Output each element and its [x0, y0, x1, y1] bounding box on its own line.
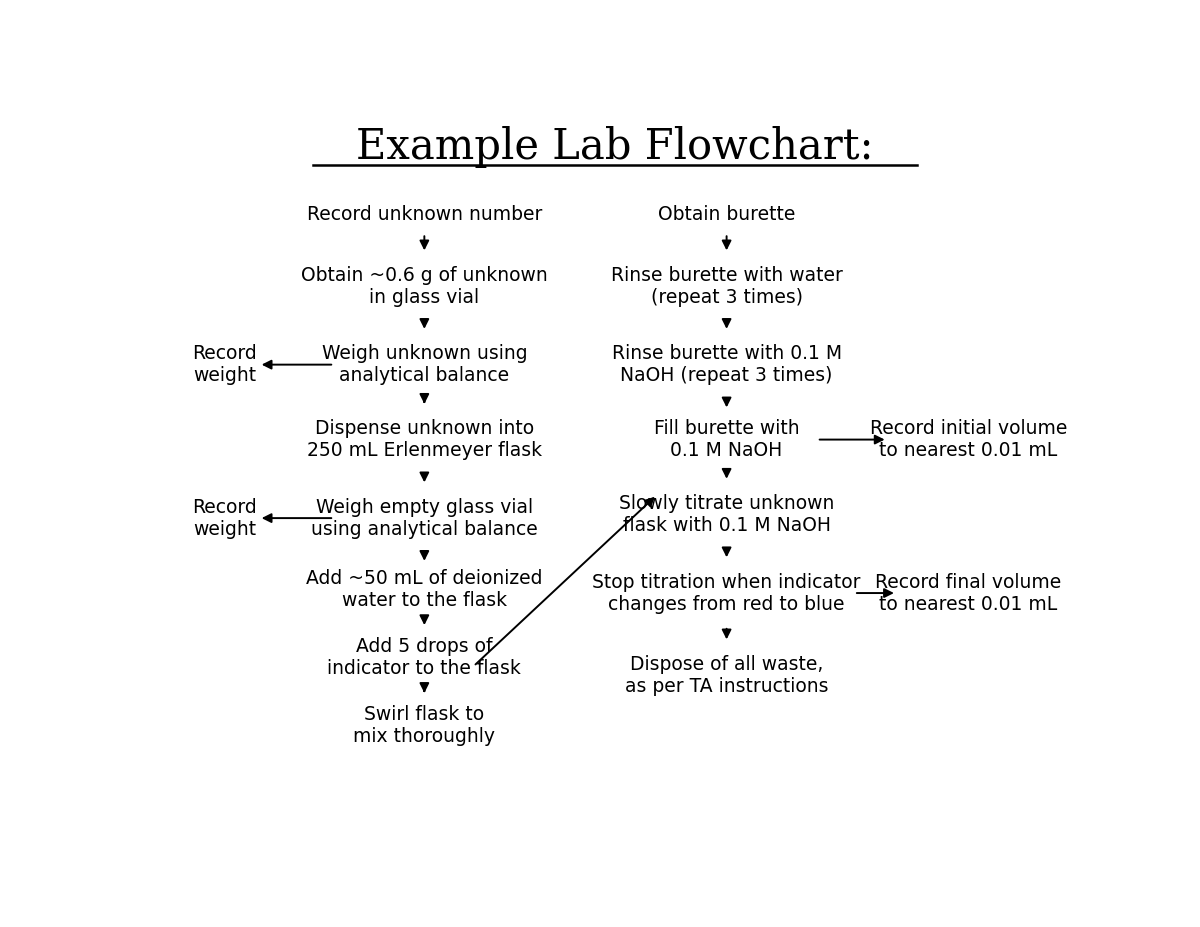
- Text: Obtain ~0.6 g of unknown
in glass vial: Obtain ~0.6 g of unknown in glass vial: [301, 266, 547, 307]
- Text: Rinse burette with 0.1 M
NaOH (repeat 3 times): Rinse burette with 0.1 M NaOH (repeat 3 …: [612, 344, 841, 385]
- Text: Record initial volume
to nearest 0.01 mL: Record initial volume to nearest 0.01 mL: [870, 419, 1067, 460]
- Text: Slowly titrate unknown
flask with 0.1 M NaOH: Slowly titrate unknown flask with 0.1 M …: [619, 494, 834, 535]
- Text: Dispense unknown into
250 mL Erlenmeyer flask: Dispense unknown into 250 mL Erlenmeyer …: [307, 419, 542, 460]
- Text: Add ~50 mL of deionized
water to the flask: Add ~50 mL of deionized water to the fla…: [306, 569, 542, 610]
- Text: Dispose of all waste,
as per TA instructions: Dispose of all waste, as per TA instruct…: [625, 654, 828, 695]
- Text: Add 5 drops of
indicator to the flask: Add 5 drops of indicator to the flask: [328, 637, 521, 678]
- Text: Record final volume
to nearest 0.01 mL: Record final volume to nearest 0.01 mL: [875, 573, 1062, 614]
- Text: Record
weight: Record weight: [192, 498, 257, 539]
- Text: Record unknown number: Record unknown number: [307, 205, 542, 224]
- Text: Fill burette with
0.1 M NaOH: Fill burette with 0.1 M NaOH: [654, 419, 799, 460]
- Text: Example Lab Flowchart:: Example Lab Flowchart:: [356, 126, 874, 168]
- Text: Stop titration when indicator
changes from red to blue: Stop titration when indicator changes fr…: [593, 573, 860, 614]
- Text: Swirl flask to
mix thoroughly: Swirl flask to mix thoroughly: [353, 705, 496, 745]
- Text: Record
weight: Record weight: [192, 344, 257, 385]
- Text: Obtain burette: Obtain burette: [658, 205, 796, 224]
- Text: Weigh unknown using
analytical balance: Weigh unknown using analytical balance: [322, 344, 527, 385]
- Text: Rinse burette with water
(repeat 3 times): Rinse burette with water (repeat 3 times…: [611, 266, 842, 307]
- Text: Weigh empty glass vial
using analytical balance: Weigh empty glass vial using analytical …: [311, 498, 538, 539]
